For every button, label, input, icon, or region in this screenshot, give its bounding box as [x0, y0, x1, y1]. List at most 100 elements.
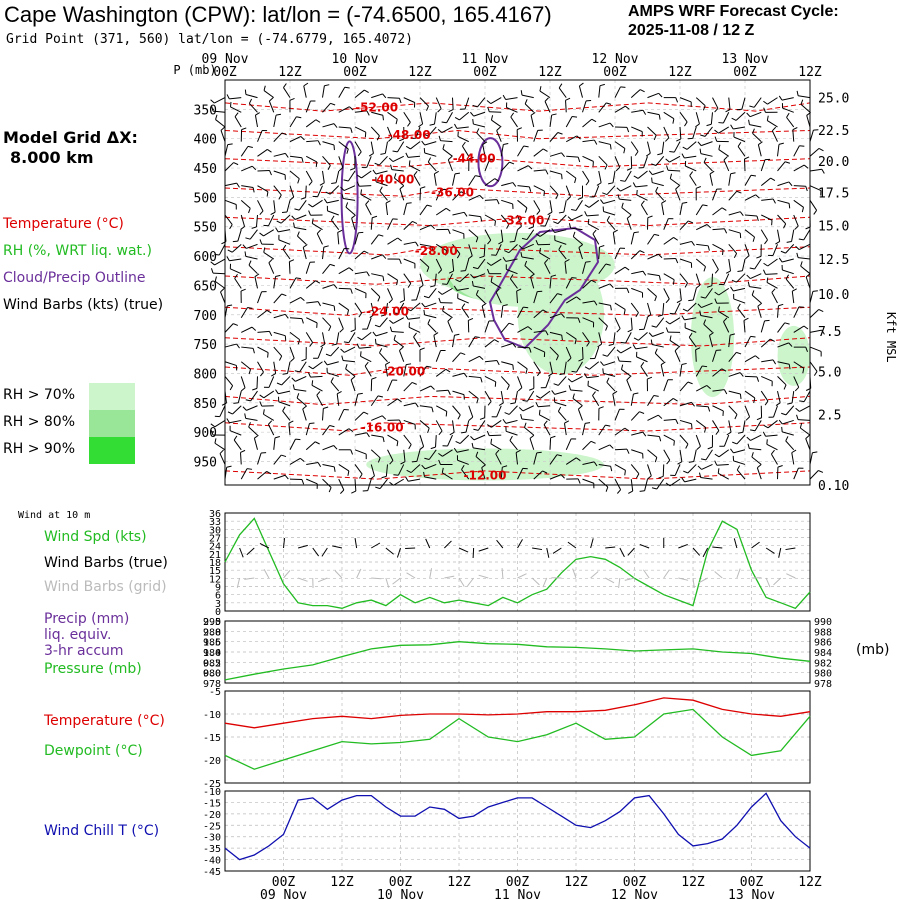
wind-barb-flag	[282, 372, 288, 375]
grid-wind-barb	[765, 577, 771, 588]
wind-barb-flag	[556, 454, 562, 457]
temp-dewpoint-panel-frame	[224, 690, 811, 784]
wind-barb	[565, 346, 572, 359]
precip-label-2: liq. equiv.	[44, 627, 112, 643]
wind-barb	[582, 300, 595, 304]
wind-barb	[316, 394, 323, 406]
wind-barb-flag	[281, 211, 288, 214]
wind-barb-flag	[626, 376, 631, 381]
wind-barb	[564, 261, 567, 274]
true-wind-barb	[246, 547, 255, 556]
wind-barb	[361, 331, 372, 341]
grid-wind-barb	[236, 577, 241, 588]
wind-barb-flag	[324, 84, 330, 87]
wind-barb-flag	[368, 153, 374, 157]
wind-barb-flag	[642, 431, 647, 437]
temperature-contour	[224, 395, 811, 406]
wind-barb	[214, 280, 226, 289]
wind-barb-flag	[535, 395, 541, 399]
wind-barb	[598, 141, 611, 145]
wind-barb-flag	[600, 199, 604, 204]
wind-barb	[684, 155, 697, 159]
wind-barb-flag	[522, 399, 528, 402]
grid-wind-barb	[714, 571, 723, 579]
wind-barb	[288, 261, 291, 274]
wind-barb	[316, 233, 323, 245]
wind-barb	[712, 350, 717, 362]
wind-barb-flag	[415, 241, 419, 247]
wind-barb-flag	[751, 452, 754, 458]
wind-barb	[598, 444, 610, 451]
wind-barb	[718, 472, 729, 480]
wind-barb	[728, 211, 741, 216]
wind-barb	[757, 144, 762, 157]
wind-barb	[598, 170, 602, 183]
wind-barb-flag	[542, 148, 548, 152]
wind-barb	[371, 93, 383, 99]
wind-barb	[245, 417, 258, 421]
wind-barb-flag	[548, 373, 553, 377]
rh-shade-4	[690, 277, 735, 398]
wind-barb	[375, 170, 388, 175]
wind-barb-flag	[210, 423, 216, 428]
wind-barb-flag	[557, 132, 563, 135]
wind-barb	[679, 111, 688, 123]
wind-barb-flag	[347, 470, 350, 476]
wind-barb-flag	[412, 220, 418, 224]
wind-barb	[278, 401, 291, 407]
wind-barb	[793, 164, 805, 172]
wind-barb	[809, 309, 820, 319]
wind-barb-flag	[756, 215, 759, 221]
wind-barb-flag	[275, 274, 281, 277]
wind-barb	[397, 302, 405, 314]
wind-barb	[679, 240, 692, 245]
wind-barb	[370, 234, 379, 245]
wind-barb	[539, 90, 551, 99]
wind-barb	[631, 270, 644, 275]
wind-barb-flag	[673, 440, 675, 446]
wind-barb	[533, 185, 545, 192]
wind-barb	[728, 229, 741, 234]
wind-barb-flag	[615, 166, 621, 172]
wind-barb-flag	[374, 324, 380, 328]
wind-barb	[558, 87, 567, 98]
wind-barb-flag	[356, 181, 360, 187]
wind-barb-flag	[669, 173, 673, 179]
wind-barb	[554, 229, 567, 233]
wind-barb-flag	[733, 253, 738, 259]
temperature-contour-label: -28.00	[415, 244, 458, 258]
wind-barb	[398, 350, 405, 362]
wind-barb-flag	[665, 137, 670, 142]
wind-barb	[385, 203, 388, 216]
wind-barb	[631, 449, 643, 454]
temperature-contour-label: -24.00	[366, 305, 409, 319]
bottom-date-label: 11 Nov	[494, 888, 541, 900]
wind-barb	[305, 441, 316, 451]
wind-barb-flag	[290, 357, 295, 363]
wind-barb-flag	[502, 304, 508, 307]
wind-barb-flag	[357, 336, 363, 341]
wind-barb-flag	[430, 285, 436, 288]
wind-barb-flag	[610, 305, 612, 311]
wind-barb	[435, 350, 442, 362]
wind-barb-flag	[300, 136, 305, 141]
wind-barb	[359, 185, 372, 187]
wind-barb	[728, 352, 737, 363]
wind-barb	[305, 185, 307, 198]
wind-barb	[606, 220, 616, 230]
wind-barb-flag	[316, 229, 322, 234]
wind-barb	[723, 159, 730, 172]
wind-barb	[651, 343, 664, 348]
wind-barb	[338, 428, 350, 436]
grid-wind-barb	[517, 573, 527, 579]
wind-barb	[289, 136, 302, 143]
wind-barb	[614, 448, 628, 451]
wind-barb-flag	[406, 202, 412, 204]
wind-barb-flag	[745, 255, 750, 260]
wind-barb-flag	[461, 465, 465, 470]
wind-barb	[416, 449, 421, 462]
wind-barb	[419, 385, 432, 392]
wind-barb	[647, 111, 660, 116]
wind-barb-flag	[248, 98, 253, 104]
wind-barb-flag	[574, 338, 577, 345]
